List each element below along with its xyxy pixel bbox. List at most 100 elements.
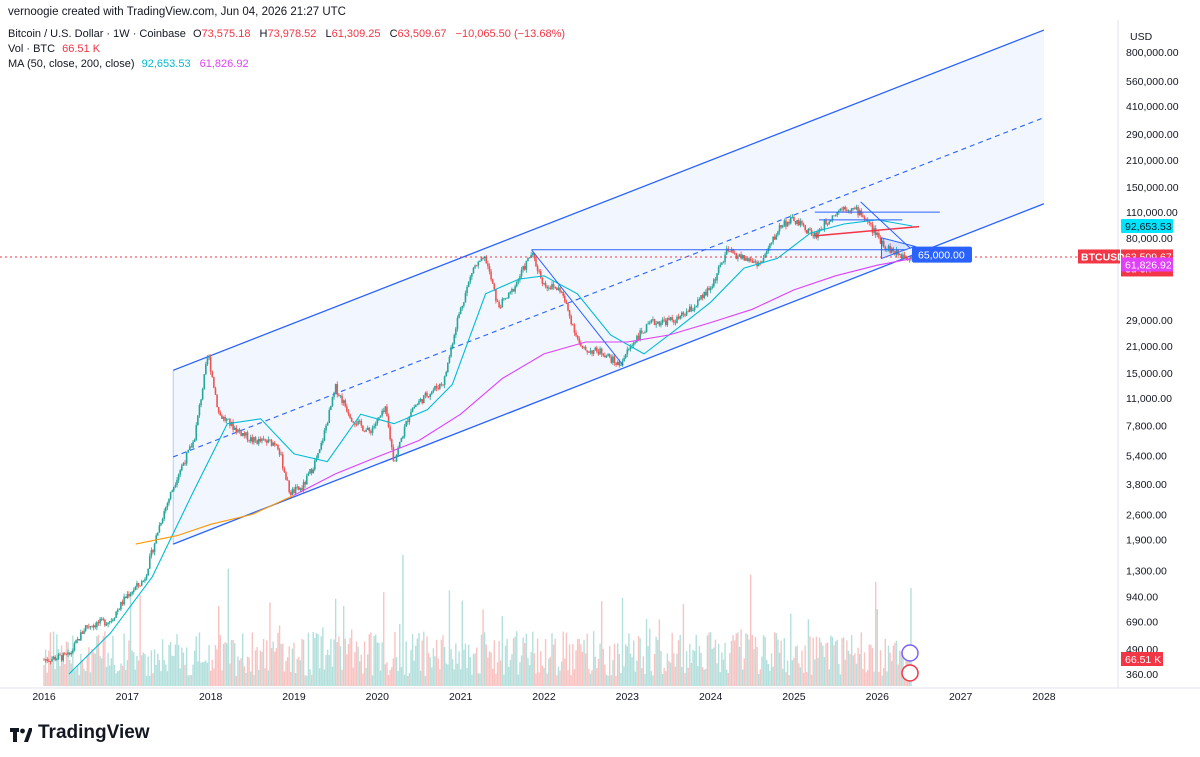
tradingview-logo[interactable]: TradingView (10, 722, 150, 744)
channel-middle-line[interactable] (172, 117, 1045, 458)
volume-bar (142, 652, 145, 686)
volume-bar (774, 632, 776, 686)
ma200-line[interactable] (293, 258, 913, 496)
ma50-price-tag-bg (1121, 218, 1173, 233)
candle-body (437, 388, 440, 389)
candle-body (116, 609, 119, 612)
candle-body (807, 228, 810, 234)
wedge-upper-line[interactable] (860, 201, 911, 249)
candle-body (714, 279, 717, 281)
volume-bar (423, 631, 425, 686)
candle-body (137, 583, 140, 586)
candle-body (858, 210, 861, 216)
candle-body (898, 254, 901, 256)
candle-body (820, 229, 823, 230)
volume-bar (375, 634, 377, 686)
candle-body (57, 654, 60, 659)
volume-bar (881, 675, 883, 686)
candle-body (583, 346, 585, 348)
volume-bar (245, 672, 247, 686)
triangle-drawing[interactable] (880, 237, 917, 260)
volume-bar (878, 671, 880, 686)
volume-bar (282, 643, 284, 686)
candle-body (413, 406, 415, 409)
price-axis[interactable]: USD 800,000.00 560,000.00 410,000.00 290,000… (1126, 31, 1179, 681)
candle-body (394, 460, 396, 462)
volume-bar (894, 642, 896, 686)
volume-bar (504, 645, 507, 686)
candle-body (259, 438, 262, 442)
candle-body (56, 658, 58, 661)
candle-body (75, 640, 77, 644)
volume-bar (467, 644, 470, 686)
candle-body (621, 361, 624, 366)
volume-bar (248, 657, 250, 686)
red-trendline[interactable] (814, 225, 920, 237)
time-axis[interactable]: 2016 2017 2018 2019 2020 2021 2022 2023 2024 2025… (32, 691, 1055, 703)
candle-body (693, 307, 696, 310)
candle-body (358, 420, 361, 422)
volume-bar (799, 667, 802, 686)
y-tick-label: 7,800.00 (1126, 421, 1167, 433)
ma50-line[interactable] (68, 219, 913, 675)
candle-body (187, 449, 190, 453)
channel-lower-line[interactable] (172, 203, 1045, 545)
target-level-tag[interactable]: 65,000.00 (918, 250, 965, 262)
candle-body (469, 276, 472, 282)
volume-bar (852, 655, 854, 686)
volume-bar (383, 592, 385, 686)
event-flash-icon[interactable] (901, 644, 919, 662)
ma-label[interactable]: MA (50, close, 200, close) (8, 58, 135, 70)
candle-body (793, 217, 795, 222)
candle-body (447, 362, 449, 372)
volume-bar (206, 662, 209, 686)
candle-body (838, 210, 840, 213)
volume-bar (846, 640, 848, 686)
candle-body (479, 261, 481, 262)
candle-body (326, 422, 329, 426)
candle-body (333, 392, 335, 397)
volume-bar (379, 670, 382, 686)
volume-bar (826, 642, 829, 686)
candle-body (156, 532, 159, 536)
currency-label[interactable]: USD (1130, 31, 1153, 43)
us-flag-event-icon[interactable] (901, 664, 919, 682)
candle-body (243, 433, 246, 436)
ma200-early-line[interactable] (135, 494, 295, 545)
decline-trendline-2022[interactable] (531, 249, 624, 366)
candle-body (623, 358, 625, 362)
volume-bar (591, 670, 593, 686)
volume-bar (831, 637, 834, 686)
channel-upper-line[interactable] (172, 29, 1045, 371)
volume-bar (203, 661, 205, 686)
ma-legend: MA (50, close, 200, close) 92,653.53 61,… (8, 58, 249, 70)
candle-body (517, 279, 520, 282)
volume-bar (307, 632, 310, 686)
x-tick-label: 2025 (782, 691, 806, 703)
candle-body (174, 484, 177, 487)
candle-body (620, 365, 622, 366)
candle-body (783, 220, 786, 226)
volume-bar (589, 673, 592, 686)
candle-body (424, 392, 427, 396)
ma50-value: 92,653.53 (141, 58, 191, 70)
candle-body (895, 249, 898, 255)
candle-body (684, 314, 686, 316)
volume-bar (49, 632, 52, 686)
volume-bar (391, 667, 393, 686)
y-tick-label: 2,600.00 (1126, 509, 1167, 521)
volume-label[interactable]: Vol · BTC (8, 43, 56, 55)
candle-body (844, 206, 847, 210)
symbol-name[interactable]: Bitcoin / U.S. Dollar · 1W · Coinbase (8, 28, 186, 40)
x-tick-label: 2026 (866, 691, 890, 703)
volume-bar (274, 651, 276, 686)
candle-body (648, 322, 651, 324)
volume-bar (211, 659, 213, 686)
volume-bar (285, 661, 287, 686)
candle-body (854, 208, 856, 209)
candle-body (600, 348, 603, 354)
volume-bar (770, 653, 773, 686)
candle-body (543, 283, 545, 284)
candle-body (491, 279, 494, 284)
